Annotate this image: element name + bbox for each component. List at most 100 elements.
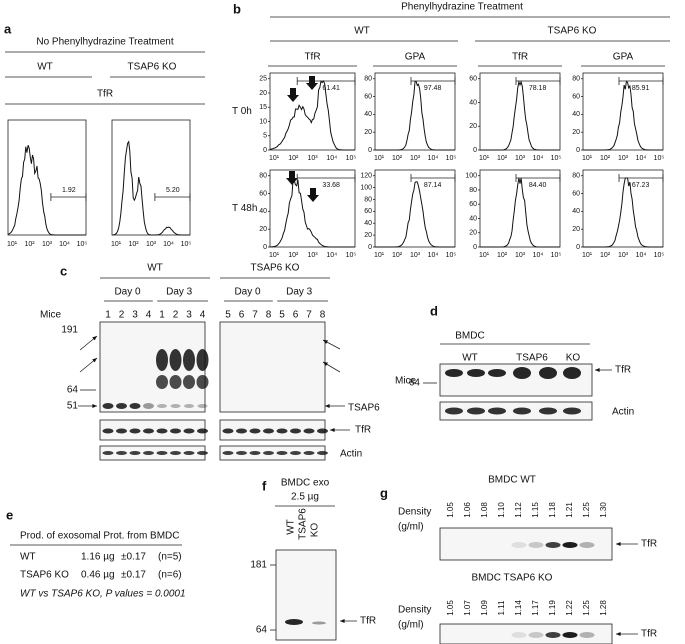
arrow-head — [616, 632, 621, 636]
blot — [275, 549, 337, 641]
panel-label: b — [233, 1, 241, 16]
label: WT — [147, 263, 163, 274]
blot-band — [143, 451, 154, 455]
label: GPA — [613, 52, 634, 63]
y-tick-label: 40 — [469, 99, 477, 106]
y-tick-label: 0 — [263, 244, 267, 251]
x-tick-label: 10⁵ — [551, 155, 562, 162]
y-tick-label: 20 — [364, 129, 372, 136]
gate-value: 78.18 — [529, 85, 547, 92]
blot-band — [528, 542, 544, 548]
label: TfR — [304, 52, 320, 63]
label: TSAP6 — [516, 353, 548, 364]
arrow-head — [92, 336, 97, 341]
lane-label: 7 — [252, 310, 258, 321]
y-tick-label: 80 — [364, 76, 372, 83]
lane-label: WT — [286, 519, 297, 535]
blot-band — [290, 451, 301, 455]
lane-label: 3 — [186, 310, 192, 321]
y-tick-label: 15 — [259, 104, 267, 111]
blot-band — [157, 404, 167, 408]
x-tick-label: 10¹ — [269, 155, 280, 162]
label: WT — [37, 62, 53, 73]
row-label: T 48h — [232, 203, 257, 214]
x-tick-label: 10⁴ — [428, 155, 439, 162]
blot-band — [276, 451, 288, 455]
blot-band — [562, 632, 578, 638]
blot-band — [143, 403, 154, 409]
density-label: 1.14 — [514, 600, 523, 616]
panel-title: Phenylhydrazine Treatment — [401, 2, 523, 13]
gate-value: 5.20 — [166, 187, 180, 194]
panel-title: No Phenylhydrazine Treatment — [36, 37, 174, 48]
band-label: Actin — [612, 407, 634, 418]
y-tick-label: 0 — [368, 244, 372, 251]
y-tick-label: 80 — [259, 173, 267, 180]
lane-label: 4 — [146, 310, 152, 321]
blot-band — [102, 403, 114, 409]
arrow-head — [92, 358, 97, 363]
label: KO — [566, 353, 581, 364]
arrow-head — [340, 619, 345, 623]
blot-band — [170, 451, 181, 455]
blot-band — [539, 367, 557, 379]
y-tick-label: 5 — [263, 133, 267, 140]
lane-label: 1 — [159, 310, 165, 321]
density-label: 1.15 — [531, 502, 540, 518]
blot-band — [263, 428, 274, 434]
x-tick-label: 10¹ — [479, 155, 490, 162]
y-tick-label: 40 — [469, 215, 477, 222]
row-label: (g/ml) — [398, 522, 424, 533]
panel-label: f — [262, 478, 267, 493]
row-label: Density — [398, 507, 431, 518]
histogram-frame — [374, 169, 456, 248]
band-label: TfR — [360, 616, 376, 627]
label: TSAP6 KO — [548, 26, 597, 37]
density-label: 1.05 — [446, 502, 455, 518]
blot-band — [183, 428, 195, 434]
blot-band — [222, 451, 234, 455]
histogram-frame — [269, 72, 356, 151]
histogram-curve — [375, 80, 455, 151]
y-tick-label: 20 — [259, 90, 267, 97]
density-label: 1.25 — [582, 502, 591, 518]
y-tick-label: 0 — [473, 244, 477, 251]
y-tick-label: 80 — [469, 187, 477, 194]
lane-label: 6 — [293, 310, 299, 321]
y-tick-label: 40 — [259, 208, 267, 215]
x-tick-label: 10² — [497, 252, 508, 259]
arrow-head — [325, 404, 330, 408]
panel-label: a — [4, 21, 12, 36]
blot-band — [183, 451, 195, 455]
y-tick-label: 0 — [368, 147, 372, 154]
blot-band — [545, 542, 561, 548]
x-tick-label: 10⁵ — [181, 241, 192, 248]
blot-band — [513, 367, 531, 379]
density-label: 1.06 — [463, 502, 472, 518]
gate-value: 33.68 — [322, 182, 340, 189]
blot-band — [236, 428, 247, 434]
blot-band — [196, 349, 209, 371]
x-tick-label: 10³ — [410, 252, 421, 259]
section-title: BMDC WT — [488, 475, 536, 486]
x-tick-label: 10⁴ — [533, 155, 544, 162]
panel-label: c — [60, 263, 67, 278]
arrow-head — [323, 362, 328, 367]
lane-label: 2 — [119, 310, 125, 321]
label: GPA — [405, 52, 426, 63]
x-tick-label: 10⁵ — [346, 252, 357, 259]
y-tick-label: 25 — [259, 76, 267, 83]
arrow — [287, 88, 299, 102]
x-tick-label: 10² — [392, 155, 403, 162]
label: WT — [462, 353, 478, 364]
blot-band — [129, 428, 141, 434]
x-tick-label: 10² — [128, 241, 139, 248]
table-note: WT vs TSAP6 KO, P values = 0.0001 — [20, 589, 186, 600]
row-label: T 0h — [232, 106, 252, 117]
row-label: Mice — [395, 376, 417, 387]
x-tick-label: 10⁴ — [636, 252, 647, 259]
x-tick-label: 10² — [497, 155, 508, 162]
blot-band — [263, 451, 274, 455]
label: Day 0 — [234, 287, 261, 298]
panel-label: d — [430, 303, 438, 318]
